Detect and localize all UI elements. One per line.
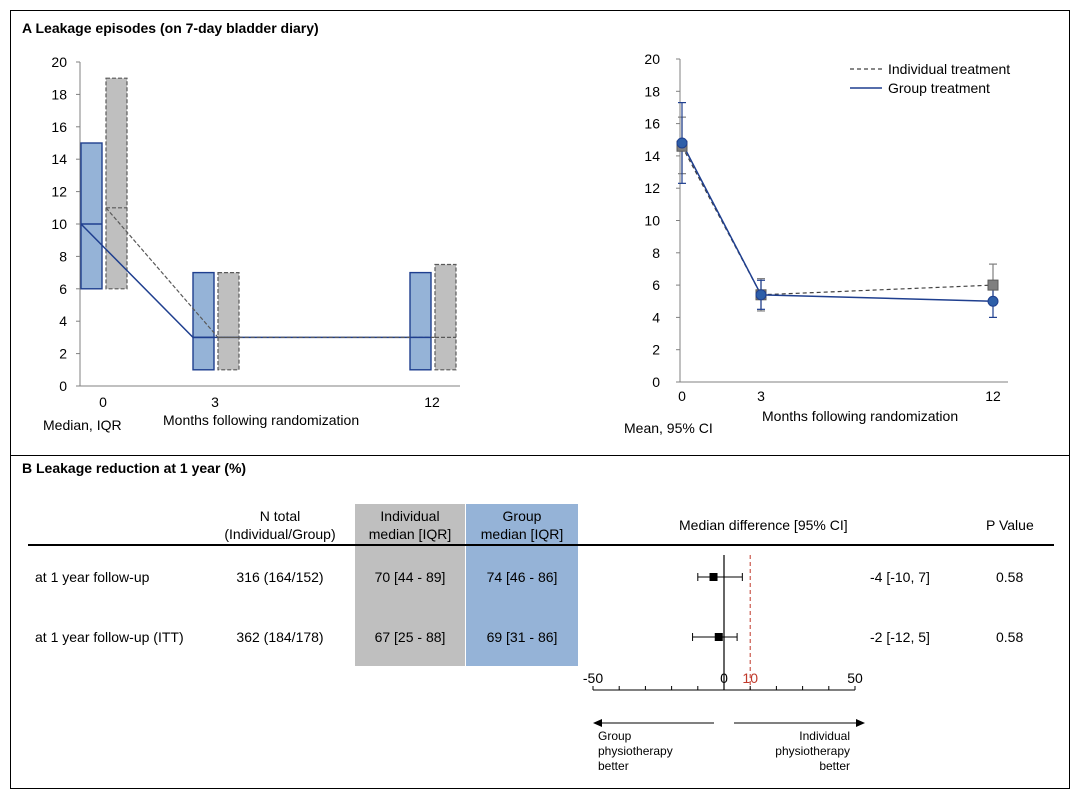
estimate-marker [714,633,723,641]
individual-mean-marker [987,279,999,291]
y-tick-label: 8 [652,245,660,261]
x-tick-label: 50 [847,670,863,686]
row-1-p-value: 0.58 [996,569,1024,585]
header-group-line1: Group [502,508,542,524]
x-tick-label: -50 [583,670,603,686]
individual-better-line2: physiotherapy [775,744,850,758]
row-2-p-value: 0.58 [996,629,1024,645]
y-tick-label: 18 [51,86,67,102]
left-x-axis-label: Months following randomization [163,412,360,428]
y-tick-label: 6 [59,281,67,297]
y-tick-label: 6 [652,277,660,293]
individual-better-line1: Individual [799,729,850,743]
y-tick-label: 12 [51,184,67,200]
x-tick-label: 0 [678,388,686,404]
y-tick-label: 4 [59,313,67,329]
header-individual-line2: median [IQR] [368,526,452,542]
group-iqr-box [80,142,103,290]
group-iqr-box [192,271,215,371]
x-tick-label: 0 [99,394,107,410]
group-iqr-box [409,271,432,371]
y-tick-label: 8 [59,248,67,264]
row-1-group: 74 [46 - 86] [486,569,558,585]
header-individual-line1: Individual [380,508,440,524]
individual-iqr-box [434,263,457,371]
x-tick-label: 3 [211,394,219,410]
group-mean-marker [987,295,999,307]
individual-median-line [105,207,435,338]
row-2-label: at 1 year follow-up (ITT) [35,629,184,645]
group-median-line [80,223,410,339]
y-tick-label: 16 [644,116,660,132]
group-better-arrowhead [593,719,602,727]
x-tick-label: 3 [757,388,765,404]
row-2-individual: 67 [25 - 88] [374,629,446,645]
y-tick-label: 18 [644,83,660,99]
forest-plot: -50 0 10 50 [583,555,865,727]
header-group: Group median [IQR] [466,508,578,542]
header-n-total-line1: N total [259,508,301,524]
y-tick-label: 16 [51,119,67,135]
panel-b-title: B Leakage reduction at 1 year (%) [22,460,247,476]
panel-a-title: A Leakage episodes (on 7-day bladder dia… [22,20,319,36]
median-iqr-chart: 0 2 4 6 8 10 12 14 16 18 20 0 3 12 [51,54,460,410]
y-tick-label: 2 [652,342,660,358]
x-tick-label: 12 [424,394,440,410]
group-column-shade [466,504,578,666]
y-tick-label: 0 [59,378,67,394]
estimate-marker [709,573,718,581]
group-better-line2: physiotherapy [598,744,673,758]
individual-better-line3: better [819,759,850,773]
table-header-rule [28,544,1054,546]
y-tick-label: 20 [51,54,67,70]
header-n-total-line2: (Individual/Group) [224,526,336,542]
header-individual: Individual median [IQR] [355,508,465,542]
y-tick-label: 14 [644,148,660,164]
header-median-difference: Median difference [95% CI] [679,517,848,533]
y-tick-label: 4 [652,309,660,325]
y-tick-label: 10 [644,213,660,229]
group-mean-marker [676,137,688,149]
group-better-line1: Group [598,729,632,743]
row-1-difference: -4 [-10, 7] [870,569,930,585]
y-tick-label: 20 [644,51,660,67]
individual-better-text: Individual physiotherapy better [760,729,850,774]
panel-b-frame [10,455,1070,789]
y-tick-label: 2 [59,346,67,362]
y-tick-label: 10 [51,216,67,232]
x-tick-label: 12 [985,388,1001,404]
x-tick-label: 0 [720,670,728,686]
header-group-line2: median [IQR] [480,526,564,542]
right-x-axis-label: Months following randomization [762,408,959,424]
individual-mean-line [681,145,994,296]
y-tick-label: 0 [652,374,660,390]
group-better-text: Group physiotherapy better [598,729,673,774]
y-tick-label: 12 [644,180,660,196]
legend-group-label: Group treatment [888,80,990,96]
individual-iqr-box [217,272,240,371]
legend-individual-label: Individual treatment [888,61,1010,77]
row-2-group: 69 [31 - 86] [486,629,558,645]
individual-iqr-box [105,77,128,290]
header-p-value: P Value [986,517,1034,533]
mean-ci-label: Mean, 95% CI [624,420,713,436]
header-n-total: N total (Individual/Group) [210,508,350,542]
row-2-n-total: 362 (184/178) [236,629,324,645]
row-2-difference: -2 [-12, 5] [870,629,930,645]
group-better-line3: better [598,759,629,773]
individual-better-arrowhead [856,719,865,727]
median-iqr-label: Median, IQR [43,417,122,433]
group-mean-line [681,142,994,302]
group-mean-marker [755,289,767,301]
y-tick-label: 14 [51,151,67,167]
row-1-individual: 70 [44 - 89] [374,569,446,585]
row-1-label: at 1 year follow-up [35,569,150,585]
individual-column-shade [355,504,465,666]
x-tick-label: 10 [742,670,758,686]
row-1-n-total: 316 (164/152) [236,569,324,585]
mean-ci-chart: 0 2 4 6 8 10 12 14 16 18 20 0 3 12 Individual treatmen… [644,51,1010,404]
